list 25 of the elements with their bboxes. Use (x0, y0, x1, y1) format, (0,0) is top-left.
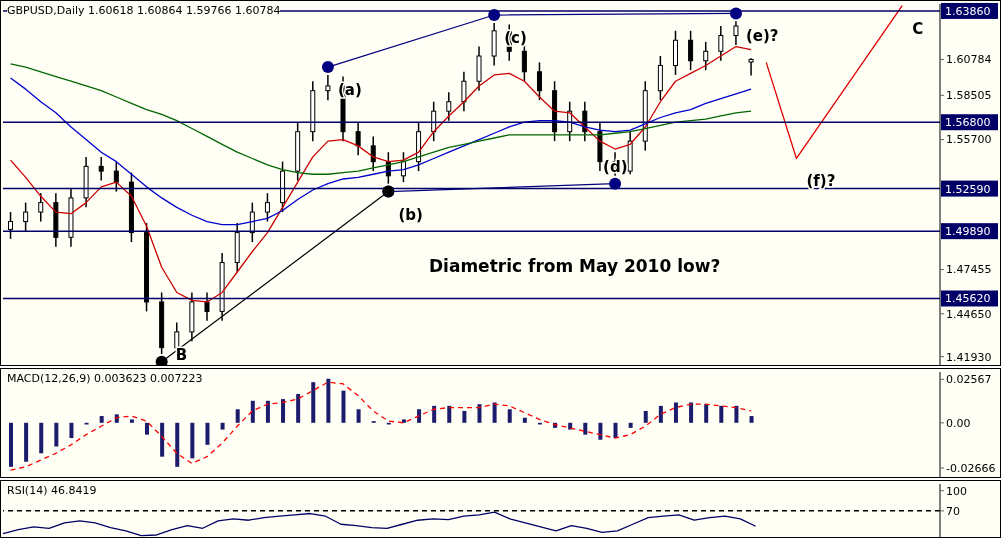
ref-line-label: 1.56800 (945, 116, 991, 130)
annotation: Diametric from May 2010 low? (429, 256, 721, 276)
data-label: B (175, 345, 188, 364)
y-tick-label: 70 (946, 504, 960, 518)
ref-line-label: 1.63860 (945, 4, 991, 18)
data-label: (b) (398, 205, 423, 224)
chart-title: MACD(12,26,9) 0.003623 0.007223 (7, 372, 203, 385)
y-tick-label: -0.02666 (946, 461, 996, 475)
y-tick-label: 1.47455 (946, 263, 992, 277)
y-tick-label: 1.58505 (946, 89, 992, 103)
y-tick-label: 1.60784 (946, 53, 992, 67)
data-label: (f)? (806, 172, 836, 191)
chart-title: GBPUSD,Daily 1.60618 1.60864 1.59766 1.60784 (7, 4, 281, 17)
y-tick-label: 0.02567 (946, 373, 992, 387)
data-label: (e)? (745, 27, 779, 46)
y-tick-label: 1.44650 (946, 307, 992, 321)
ref-line-label: 1.49890 (945, 225, 991, 239)
y-tick-label: 0.00 (946, 416, 971, 430)
data-label: C (912, 19, 924, 38)
y-tick-label: 100 (946, 484, 967, 498)
y-tick-label: 1.41930 (946, 350, 992, 364)
y-tick-label: 1.55700 (946, 133, 992, 147)
chart-title: RSI(14) 46.8419 (7, 484, 97, 497)
ref-line-label: 1.52590 (945, 182, 991, 196)
ref-line-label: 1.45620 (945, 292, 991, 306)
